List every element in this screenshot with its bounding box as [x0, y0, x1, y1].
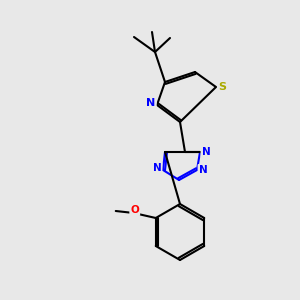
Text: N: N [199, 165, 207, 175]
Text: N: N [202, 147, 210, 157]
Text: N: N [153, 163, 161, 173]
Text: N: N [146, 98, 156, 108]
Text: S: S [218, 82, 226, 92]
Text: O: O [130, 205, 139, 215]
